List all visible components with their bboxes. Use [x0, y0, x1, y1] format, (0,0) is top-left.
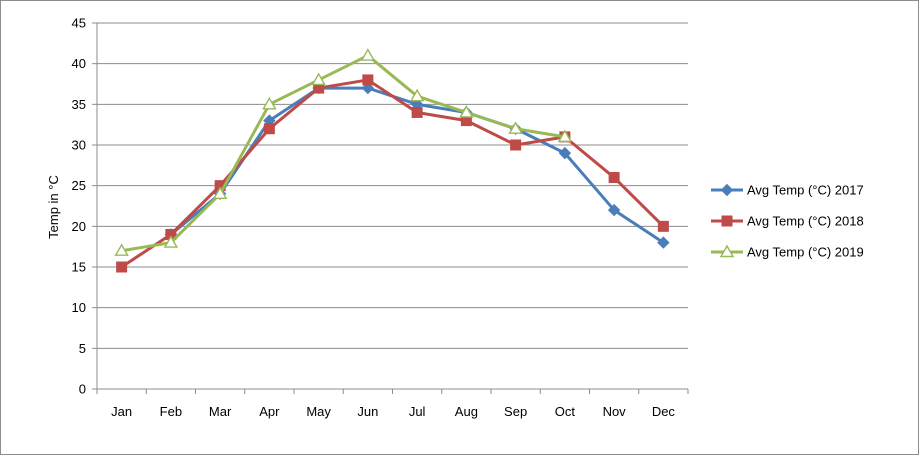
data-point	[508, 121, 523, 134]
legend-item: Avg Temp (°C) 2019	[711, 245, 864, 260]
x-tick-label: Jun	[357, 404, 378, 419]
y-tick-label: 0	[79, 382, 86, 397]
legend-label: Avg Temp (°C) 2017	[747, 183, 864, 198]
legend-marker	[720, 183, 734, 197]
data-point	[558, 146, 572, 160]
data-point	[116, 261, 128, 273]
legend-marker	[721, 215, 733, 227]
legend-item: Avg Temp (°C) 2017	[711, 183, 864, 198]
x-tick-label: Oct	[555, 404, 576, 419]
x-tick-label: May	[306, 404, 331, 419]
x-tick-label: Aug	[455, 404, 478, 419]
data-point	[114, 243, 129, 256]
axes	[96, 23, 689, 394]
data-point	[360, 48, 376, 61]
y-tick-label: 35	[72, 97, 86, 112]
y-tick-labels: 0 5 10 15 20 25 30 35 40 45	[72, 16, 86, 397]
y-axis-title: Temp in °C	[46, 175, 61, 239]
data-point	[362, 74, 374, 86]
y-tick-label: 10	[72, 300, 86, 315]
data-point	[262, 96, 277, 110]
y-tick-label: 20	[72, 219, 86, 234]
data-point	[411, 106, 423, 118]
x-tick-labels: Jan Feb Mar Apr May Jun Jul Aug Sep Oct Nov Dec	[111, 404, 675, 419]
legend-label: Avg Temp (°C) 2018	[747, 214, 864, 229]
data-point	[459, 105, 474, 118]
data-point	[409, 88, 425, 102]
y-tick-label: 25	[72, 178, 86, 193]
series-group	[114, 48, 670, 273]
y-tick-label: 5	[79, 341, 86, 356]
data-point	[510, 139, 522, 151]
series-3	[114, 48, 573, 256]
x-tick-label: Apr	[259, 404, 280, 419]
gridlines	[92, 22, 688, 390]
legend-marker	[719, 244, 735, 258]
y-tick-label: 45	[72, 16, 86, 31]
x-tick-label: Jan	[111, 404, 132, 419]
data-point	[311, 72, 326, 86]
x-tick-label: Dec	[652, 404, 676, 419]
x-tick-label: Jul	[409, 404, 426, 419]
legend: Avg Temp (°C) 2017 Avg Temp (°C) 2018 Avg …	[711, 183, 864, 260]
y-tick-label: 15	[72, 260, 86, 275]
x-tick-label: Mar	[209, 404, 232, 419]
data-point	[657, 236, 670, 249]
legend-label: Avg Temp (°C) 2019	[747, 245, 864, 260]
x-tick-label: Nov	[603, 404, 627, 419]
x-tick-label: Sep	[504, 404, 527, 419]
x-tick-label: Feb	[160, 404, 182, 419]
data-point	[607, 203, 621, 217]
series-line	[121, 54, 566, 253]
data-point	[212, 186, 228, 200]
legend-item: Avg Temp (°C) 2018	[711, 214, 864, 229]
series-line	[120, 78, 665, 269]
y-tick-label: 40	[72, 56, 86, 71]
y-tick-label: 30	[72, 138, 86, 153]
data-point	[557, 129, 573, 143]
data-point	[163, 235, 179, 248]
data-point	[608, 172, 620, 184]
data-point	[263, 123, 275, 135]
data-point	[657, 220, 669, 232]
